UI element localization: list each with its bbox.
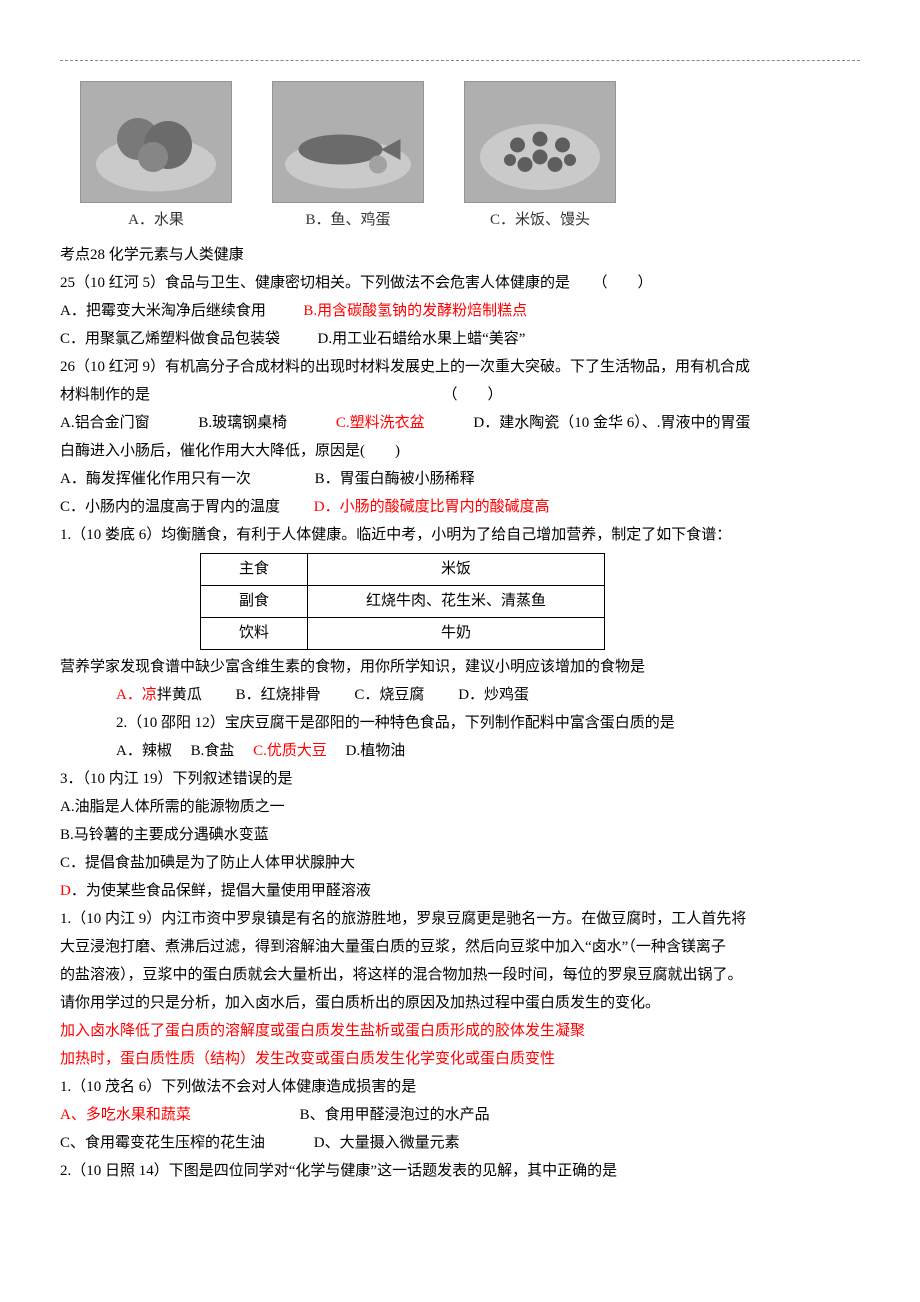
nj19-d-pre: D — [60, 883, 71, 899]
q26-sub-c: C．小肠内的温度高于胃内的温度 — [60, 499, 280, 515]
nj19-a: A.油脂是人体所需的能源物质之一 — [60, 794, 860, 821]
shaoyang-opts: A．辣椒 B.食盐 C.优质大豆 D.植物油 — [116, 738, 860, 765]
meal-cell: 饮料 — [201, 618, 308, 650]
meal-cell: 副食 — [201, 586, 308, 618]
q26-sub-row1: A．酶发挥催化作用只有一次 B．胃蛋白酶被小肠稀释 — [60, 466, 860, 493]
nj9-p1: 1.（10 内江 9）内江市资中罗泉镇是有名的旅游胜地，罗泉豆腐更是驰名一方。在… — [60, 906, 860, 933]
food-item-b: B．鱼、鸡蛋 — [272, 81, 424, 234]
heading-28: 考点28 化学元素与人类健康 — [60, 242, 860, 269]
maoming-b: B、食用甲醛浸泡过的水产品 — [300, 1107, 490, 1123]
loudi-opt-c: C．烧豆腐 — [354, 687, 424, 703]
q26-sub-d: D．小肠的酸碱度比胃内的酸碱度高 — [314, 499, 550, 515]
q25-opt-a: A．把霉变大米淘净后继续食用 — [60, 303, 266, 319]
meal-cell: 红烧牛肉、花生米、清蒸鱼 — [308, 586, 605, 618]
nj19-c: C．提倡食盐加碘是为了防止人体甲状腺肿大 — [60, 850, 860, 877]
q25-row2: C．用聚氯乙烯塑料做食品包装袋 D.用工业石蜡给水果上蜡“美容” — [60, 326, 860, 353]
meal-cell: 主食 — [201, 554, 308, 586]
nj9-p2: 大豆浸泡打磨、煮沸后过滤，得到溶解油大量蛋白质的豆浆，然后向豆浆中加入“卤水”（… — [60, 934, 860, 961]
nj9-ans1: 加入卤水降低了蛋白质的溶解度或蛋白质发生盐析或蛋白质形成的胶体发生凝聚 — [60, 1018, 860, 1045]
loudi-after: 营养学家发现食谱中缺少富含维生素的食物，用你所学知识，建议小明应该增加的食物是 — [60, 654, 860, 681]
loudi-opt-a-post: 拌黄瓜 — [157, 687, 202, 703]
maoming-row2: C、食用霉变花生压榨的花生油 D、大量摄入微量元素 — [60, 1130, 860, 1157]
loudi-opt-a-red: 凉 — [142, 687, 157, 703]
food-item-a: A．水果 — [80, 81, 232, 234]
nj19-d: D．为使某些食品保鲜，提倡大量使用甲醛溶液 — [60, 878, 860, 905]
loudi-opt-b: B．红烧排骨 — [236, 687, 321, 703]
shaoyang-a: A．辣椒 — [116, 743, 172, 759]
q26-opts-row: A.铝合金门窗 B.玻璃钢桌椅 C.塑料洗衣盆 D．建水陶瓷（10 金华 6）、… — [60, 410, 860, 437]
food-item-c: C．米饭、馒头 — [464, 81, 616, 234]
q26-stem1: 26（10 红河 9）有机高分子合成材料的出现时材料发展史上的一次重大突破。下了… — [60, 354, 860, 381]
loudi-opts: A．凉拌黄瓜 B．红烧排骨 C．烧豆腐 D．炒鸡蛋 — [116, 682, 860, 709]
q25-opt-b: B.用含碳酸氢钠的发酵粉焙制糕点 — [303, 303, 527, 319]
meal-cell: 牛奶 — [308, 618, 605, 650]
q26-sub-a: A．酶发挥催化作用只有一次 — [60, 471, 251, 487]
nj19-stem: 3．（10 内江 19）下列叙述错误的是 — [60, 766, 860, 793]
q26-opt-b: B.玻璃钢桌椅 — [198, 415, 287, 431]
maoming-a: A、多吃水果和蔬菜 — [60, 1107, 191, 1123]
maoming-row1: A、多吃水果和蔬菜 B、食用甲醛浸泡过的水产品 — [60, 1102, 860, 1129]
meal-cell: 米饭 — [308, 554, 605, 586]
rizhao-stem: 2.（10 日照 14）下图是四位同学对“化学与健康”这一话题发表的见解，其中正… — [60, 1158, 860, 1185]
meal-row-2: 饮料 牛奶 — [201, 618, 605, 650]
q26-opt-c: C.塑料洗衣盆 — [336, 415, 425, 431]
meal-row-1: 副食 红烧牛肉、花生米、清蒸鱼 — [201, 586, 605, 618]
nj9-ans2: 加热时，蛋白质性质（结构）发生改变或蛋白质发生化学变化或蛋白质变性 — [60, 1046, 860, 1073]
nj19-b: B.马铃薯的主要成分遇碘水变蓝 — [60, 822, 860, 849]
q26-sub-b: B．胃蛋白酶被小肠稀释 — [315, 471, 475, 487]
food-image-fruit — [80, 81, 232, 203]
nj19-d-body: ．为使某些食品保鲜，提倡大量使用甲醛溶液 — [71, 883, 371, 899]
shaoyang-d: D.植物油 — [346, 743, 406, 759]
meal-row-0: 主食 米饭 — [201, 554, 605, 586]
nj9-p4: 请你用学过的只是分析，加入卤水后，蛋白质析出的原因及加热过程中蛋白质发生的变化。 — [60, 990, 860, 1017]
maoming-c: C、食用霉变花生压榨的花生油 — [60, 1135, 265, 1151]
shaoyang-stem: 2.（10 邵阳 12）宝庆豆腐干是邵阳的一种特色食品，下列制作配料中富含蛋白质… — [116, 710, 860, 737]
q26-opt-a: A.铝合金门窗 — [60, 415, 150, 431]
food-caption-b: B．鱼、鸡蛋 — [305, 207, 390, 234]
q25-opt-c: C．用聚氯乙烯塑料做食品包装袋 — [60, 331, 280, 347]
maoming-stem: 1.（10 茂名 6）下列做法不会对人体健康造成损害的是 — [60, 1074, 860, 1101]
food-caption-c: C．米饭、馒头 — [490, 207, 590, 234]
nj9-p1-text: 1.（10 内江 9）内江市资中罗泉镇是有名的旅游胜地，罗泉豆腐更是驰名一方。在… — [60, 911, 746, 927]
loudi-opt-d: D．炒鸡蛋 — [458, 687, 529, 703]
loudi-opt-a-pre: A． — [116, 687, 142, 703]
food-caption-a: A．水果 — [128, 207, 184, 234]
meal-table: 主食 米饭 副食 红烧牛肉、花生米、清蒸鱼 饮料 牛奶 — [200, 553, 605, 650]
nj9-p3: 的盐溶液），豆浆中的蛋白质就会大量析出，将这样的混合物加热一段时间，每位的罗泉豆… — [60, 962, 860, 989]
shaoyang-c: C.优质大豆 — [253, 743, 327, 759]
shaoyang-b: B.食盐 — [191, 743, 235, 759]
food-image-fish-egg — [272, 81, 424, 203]
q25-opt-d: D.用工业石蜡给水果上蜡“美容” — [318, 331, 526, 347]
q26-tail2: 白酶进入小肠后，催化作用大大降低，原因是( ) — [60, 438, 860, 465]
maoming-d: D、大量摄入微量元素 — [314, 1135, 460, 1151]
q26-sub-row2: C．小肠内的温度高于胃内的温度 D．小肠的酸碱度比胃内的酸碱度高 — [60, 494, 860, 521]
q25-stem: 25（10 红河 5）食品与卫生、健康密切相关。下列做法不会危害人体健康的是 （… — [60, 270, 860, 297]
top-rule — [60, 60, 860, 61]
loudi-stem: 1.（10 娄底 6）均衡膳食，有利于人体健康。临近中考，小明为了给自己增加营养… — [60, 522, 860, 549]
q26-opt-d-tail: D．建水陶瓷（10 金华 6）、.胃液中的胃蛋 — [473, 415, 750, 431]
food-images-row: A．水果 B．鱼、鸡蛋 C．米饭、馒头 — [80, 81, 860, 234]
food-image-rice — [464, 81, 616, 203]
q25-row1: A．把霉变大米淘净后继续食用 B.用含碳酸氢钠的发酵粉焙制糕点 — [60, 298, 860, 325]
q26-stem2: 材料制作的是 （ ） — [60, 382, 860, 409]
